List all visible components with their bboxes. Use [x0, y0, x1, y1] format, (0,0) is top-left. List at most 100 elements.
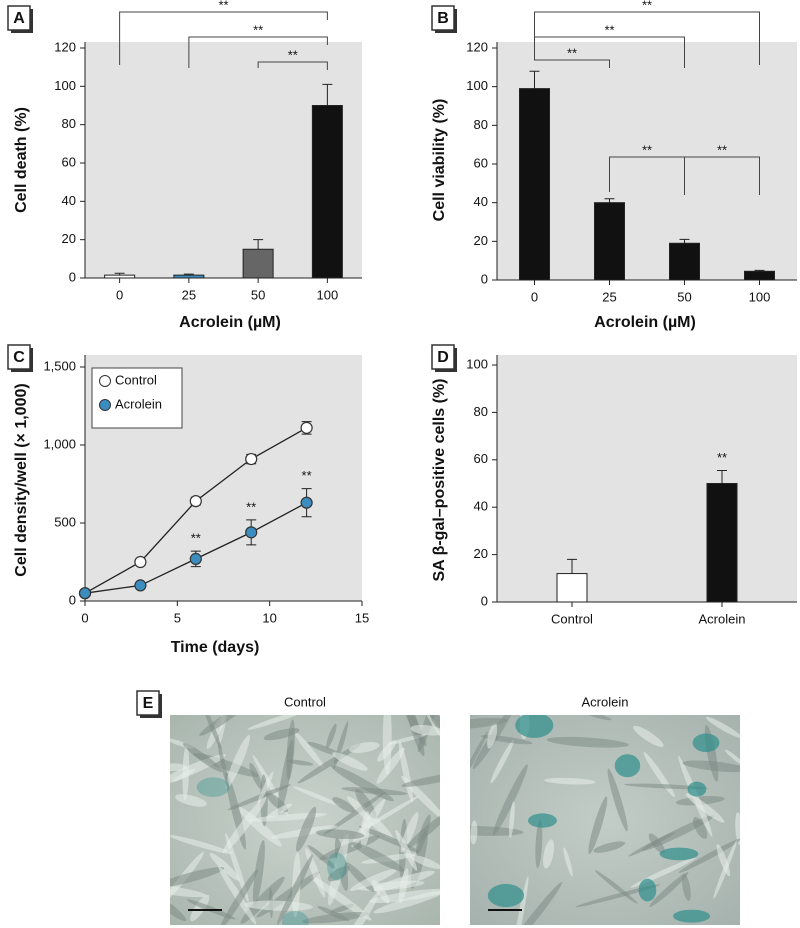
stained-cell — [659, 847, 699, 861]
cell — [302, 911, 369, 924]
cell — [360, 795, 420, 831]
cell — [348, 742, 380, 753]
legend-marker — [99, 399, 111, 411]
y-tick-label: 60 — [62, 154, 76, 169]
bar — [519, 88, 550, 281]
legend-marker — [99, 375, 111, 387]
cell — [681, 873, 691, 901]
comparison-label: ** — [253, 22, 263, 37]
cell — [218, 865, 257, 925]
x-axis-label: Acrolein (µM) — [594, 314, 696, 331]
cells — [170, 715, 440, 925]
y-tick-label: 0 — [69, 269, 76, 284]
cell — [297, 743, 361, 784]
cell — [546, 736, 629, 748]
micrograph — [470, 715, 740, 925]
stained-cell — [487, 883, 525, 908]
y-tick-label: 120 — [466, 39, 488, 54]
cell — [398, 741, 414, 803]
error-bar — [679, 238, 690, 248]
y-tick-label: 500 — [54, 514, 76, 529]
y-tick-label: 1,500 — [43, 358, 76, 373]
cell — [326, 723, 337, 749]
cell — [543, 839, 555, 869]
comparison-label: ** — [567, 45, 577, 60]
error-bar — [604, 198, 615, 208]
cell — [682, 760, 740, 773]
cell — [170, 835, 233, 854]
cell — [249, 762, 263, 789]
cell — [222, 796, 267, 854]
x-tick-label: 100 — [317, 287, 339, 302]
comparison-bracket — [534, 38, 610, 68]
x-tick-label: Control — [551, 611, 593, 626]
point — [300, 496, 313, 509]
cell — [286, 759, 314, 766]
stained-cell — [692, 733, 720, 753]
comparison-bracket — [684, 156, 760, 195]
cell — [487, 723, 498, 749]
error-bar — [717, 469, 727, 498]
x-tick-label: 15 — [355, 610, 369, 625]
cell — [685, 793, 725, 823]
comparison-label: ** — [642, 142, 652, 157]
error-bar — [529, 70, 540, 107]
panel-label: D — [437, 349, 449, 366]
significance-label: ** — [191, 531, 201, 546]
cell — [470, 731, 488, 792]
point — [189, 495, 202, 508]
y-tick-label: 100 — [54, 78, 76, 93]
x-axis-label: Acrolein (µM) — [179, 314, 281, 331]
bar — [669, 242, 700, 281]
cell — [293, 786, 342, 807]
cell — [409, 854, 440, 870]
y-tick-label: 60 — [474, 155, 488, 170]
x-tick-label: 25 — [182, 287, 196, 302]
plot-background — [497, 355, 797, 602]
cell — [377, 740, 397, 762]
cell — [332, 752, 368, 771]
point — [245, 526, 258, 539]
micrograph-bg — [170, 715, 440, 925]
comparison-bracket — [119, 11, 328, 65]
comparison-label: ** — [218, 0, 228, 12]
cell — [244, 900, 313, 911]
cell — [607, 768, 628, 832]
y-tick-label: 20 — [62, 231, 76, 246]
y-tick-label: 100 — [466, 356, 488, 371]
comparison-label: ** — [288, 47, 298, 62]
comparison-bracket — [257, 61, 328, 70]
cell — [415, 814, 431, 855]
cell — [580, 715, 612, 721]
y-tick-label: 40 — [474, 499, 488, 514]
x-tick-label: 50 — [251, 287, 265, 302]
cell — [257, 771, 274, 804]
bar — [173, 274, 205, 279]
error-bar — [322, 83, 333, 128]
y-axis-label: SA β-gal–positive cells (%) — [431, 378, 448, 581]
bar — [311, 105, 343, 279]
bar — [744, 270, 775, 281]
cell — [624, 783, 709, 790]
cell — [307, 741, 341, 756]
cell — [376, 747, 405, 784]
stained-cell — [687, 781, 707, 797]
cell — [588, 796, 608, 855]
x-axis-label: Time (days) — [171, 639, 260, 656]
cell — [332, 797, 355, 813]
y-tick-label: 40 — [62, 193, 76, 208]
cell — [263, 728, 300, 741]
panel-label: A — [13, 10, 25, 27]
panel-label-box — [431, 5, 455, 31]
x-tick-label: 0 — [81, 610, 88, 625]
cell — [678, 838, 740, 873]
cell — [209, 852, 240, 881]
cell — [401, 775, 440, 822]
y-tick-label: 60 — [474, 451, 488, 466]
y-tick-label: 0 — [481, 271, 488, 286]
stained-cell — [327, 852, 347, 881]
cell — [713, 840, 737, 899]
cell — [351, 842, 405, 872]
cell — [217, 741, 230, 790]
